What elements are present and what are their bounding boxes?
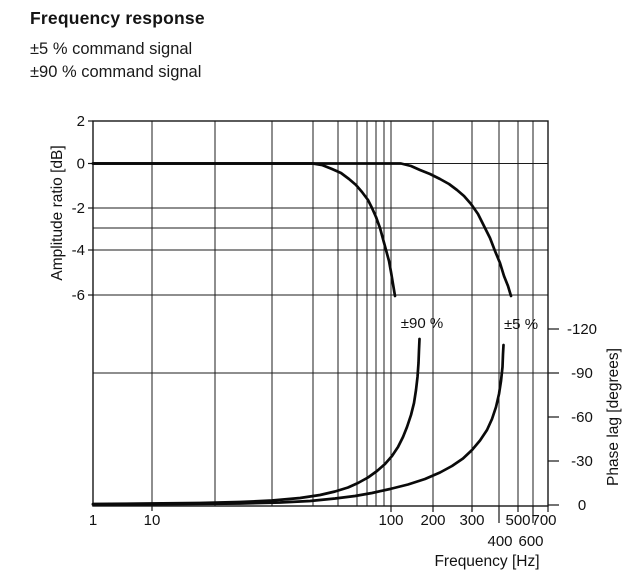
curve-amplitude-5pct [91, 162, 513, 298]
curve-annotation-1: ±90 % [401, 315, 443, 332]
frequency-tick-label: 10 [144, 512, 161, 529]
curve-amplitude-90pct [91, 162, 397, 298]
frequency-tick-label: 600 [518, 533, 543, 550]
frequency-tick-label: 100 [378, 512, 403, 529]
curve-phase-90pct [91, 337, 421, 506]
phase-tick-label: 0 [578, 497, 586, 514]
amplitude-tick-label: 2 [77, 113, 85, 130]
amplitude-tick-label: -2 [72, 200, 85, 217]
plot-border [92, 120, 549, 507]
amplitude-tick-label: -4 [72, 242, 85, 259]
phase-tick-label: -60 [571, 409, 593, 426]
subtitle-line-2: ±90 % command signal [30, 63, 202, 81]
phase-tick-label: -120 [567, 321, 597, 338]
curve-annotation-2: ±5 % [504, 316, 538, 333]
frequency-tick-label: 400 [487, 533, 512, 550]
phase-tick-label: -90 [571, 365, 593, 382]
frequency-tick-label: 500 [505, 512, 530, 529]
title-block: Frequency response ±5 % command signal ±… [30, 8, 205, 84]
curve-phase-5pct [91, 343, 505, 506]
amplitude-tick-label: 0 [77, 156, 85, 173]
phase-axis-title: Phase lag [degrees] [605, 348, 622, 486]
amplitude-axis-title: Amplitude ratio [dB] [49, 145, 66, 280]
phase-tick-label: -30 [571, 453, 593, 470]
amplitude-tick-label: -6 [72, 287, 85, 304]
frequency-tick-label: 200 [420, 512, 445, 529]
frequency-axis-title: Frequency [Hz] [434, 553, 539, 570]
frequency-tick-label: 700 [531, 512, 556, 529]
frequency-tick-label: 300 [459, 512, 484, 529]
subtitle-line-1: ±5 % command signal [30, 40, 193, 58]
frequency-tick-label: 1 [89, 512, 97, 529]
page-title: Frequency response [30, 8, 205, 28]
